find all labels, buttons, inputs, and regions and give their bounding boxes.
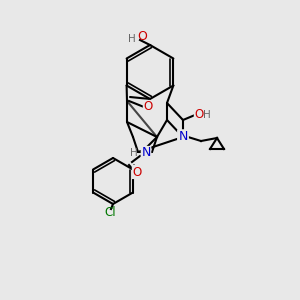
Text: H: H bbox=[128, 34, 136, 44]
Text: H: H bbox=[130, 148, 138, 158]
Text: O: O bbox=[194, 109, 204, 122]
Text: O: O bbox=[137, 31, 147, 44]
Text: O: O bbox=[143, 100, 153, 113]
Text: N: N bbox=[178, 130, 188, 143]
Text: O: O bbox=[132, 166, 142, 178]
Text: H: H bbox=[203, 110, 211, 120]
Text: N: N bbox=[141, 146, 151, 160]
Text: Cl: Cl bbox=[104, 206, 116, 218]
